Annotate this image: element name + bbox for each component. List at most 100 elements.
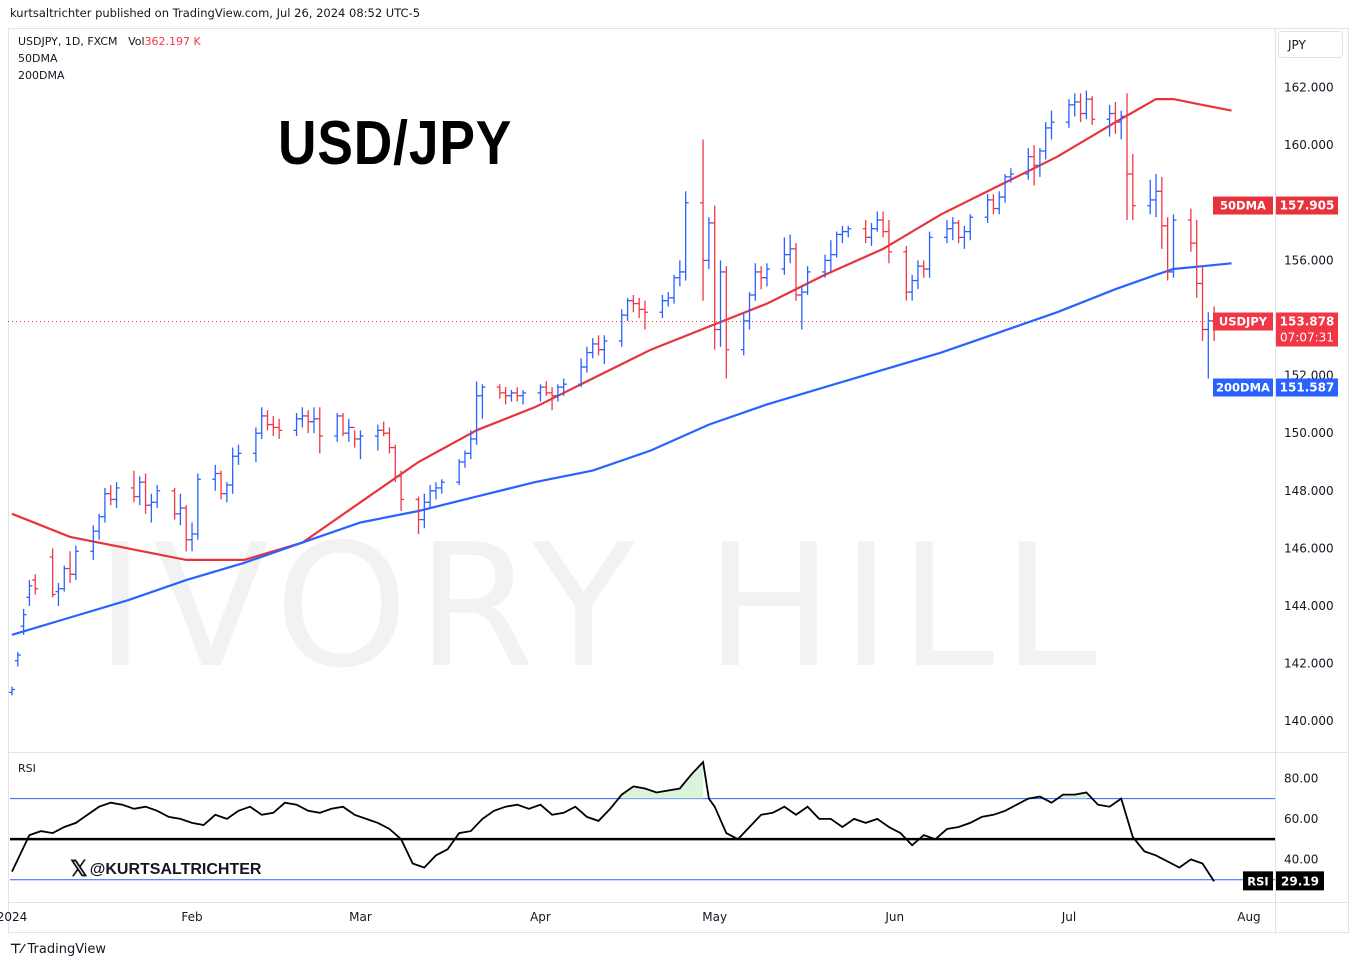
- rsi-name-tag: [1243, 871, 1273, 891]
- time-tick-label: Feb: [181, 910, 202, 924]
- ohlc-bar: [392, 444, 399, 483]
- ohlc-bar: [909, 274, 916, 301]
- ohlc-bar: [386, 427, 393, 454]
- ohlc-bar: [758, 266, 765, 290]
- ohlc-bar: [1025, 148, 1032, 180]
- ohlc-bar: [560, 378, 567, 396]
- price-tick-label: 150.000: [1284, 426, 1334, 440]
- watermark-layer: IVORY HILL: [95, 508, 1097, 706]
- ohlc-bar: [537, 384, 544, 402]
- ma-name-tag: [1213, 196, 1273, 215]
- tradingview-logo-icon: ⊤⁄: [10, 941, 24, 956]
- ohlc-bar: [299, 407, 306, 428]
- ohlc-bar: [682, 191, 689, 281]
- ma-value-tag: [1276, 196, 1338, 215]
- ohlc-bar: [862, 220, 869, 244]
- ohlc-bar: [479, 384, 486, 419]
- ohlc-bar: [1089, 96, 1096, 126]
- volume-value: 362.197 K: [144, 35, 201, 48]
- rsi-overbought-fill: [621, 762, 704, 799]
- rsi-tick-label: 60.00: [1284, 812, 1318, 826]
- ohlc-bar: [967, 214, 974, 241]
- ohlc-bar: [380, 421, 387, 437]
- time-tick-label: Jun: [884, 910, 904, 924]
- ohlc-bar: [781, 237, 788, 275]
- ohlc-bar: [183, 505, 190, 552]
- ohlc-bar: [1164, 217, 1171, 281]
- ohlc-bar: [496, 384, 503, 399]
- ohlc-bar: [1147, 179, 1154, 215]
- ohlc-bar: [374, 424, 381, 451]
- ohlc-bar: [618, 309, 625, 347]
- volume-label: Vol: [128, 35, 145, 48]
- ohlc-bar: [438, 479, 445, 494]
- ohlc-bar: [839, 225, 846, 244]
- ohlc-bar: [154, 485, 161, 509]
- ohlc-bar: [421, 493, 428, 529]
- ohlc-bar: [880, 211, 887, 238]
- ohlc-bar: [148, 493, 155, 523]
- ohlc-bar: [700, 139, 707, 301]
- ohlc-bar: [543, 381, 550, 396]
- ohlc-bar: [961, 225, 968, 249]
- rsi-pane: RSI: [10, 760, 1275, 882]
- ohlc-bar: [1205, 312, 1212, 379]
- handle-text: @KURTSALTRICHTER: [89, 861, 262, 878]
- ohlc-bar: [926, 231, 933, 278]
- ohlc-bar: [1007, 168, 1014, 183]
- ohlc-bar: [432, 482, 439, 500]
- ohlc-bar: [508, 390, 515, 402]
- twitter-handle: 𝕏 @KURTSALTRICHTER: [70, 856, 261, 882]
- ohlc-bar: [1083, 90, 1090, 120]
- price-tick-label: 160.000: [1284, 138, 1334, 152]
- rsi-line: [11, 760, 1215, 882]
- ohlc-bar: [1042, 122, 1049, 160]
- ohlc-bar: [1112, 102, 1119, 134]
- currency-box: [1278, 31, 1343, 58]
- ohlc-bar: [885, 220, 892, 264]
- ohlc-bar: [252, 427, 259, 462]
- ohlc-bar: [456, 459, 463, 486]
- ohlc-bar: [1065, 99, 1072, 128]
- ohlc-bar: [804, 266, 811, 295]
- ohlc-bar: [763, 263, 770, 287]
- ohlc-bar: [26, 580, 33, 606]
- axis-layer: JPY162.000160.000156.000152.000150.00014…: [0, 31, 1343, 924]
- ohlc-bar: [189, 522, 196, 552]
- ohlc-bar: [659, 294, 666, 318]
- ohlc-bar: [340, 413, 347, 437]
- ohlc-bar: [711, 205, 718, 350]
- ohlc-bar: [473, 381, 480, 445]
- ohlc-bar: [9, 686, 15, 696]
- ohlc-bar: [316, 407, 323, 454]
- ohlc-bar: [1106, 104, 1113, 137]
- ohlc-bar: [1071, 93, 1078, 117]
- ohlc-bar: [72, 545, 79, 581]
- ma-line-50dma: [11, 97, 1232, 562]
- rsi-title: RSI: [18, 762, 36, 775]
- ohlc-bar: [1048, 110, 1055, 140]
- ohlc-bar: [740, 312, 747, 356]
- symbol-line: USDJPY, 1D, FXCM: [18, 35, 118, 48]
- ohlc-bar: [833, 231, 840, 258]
- ma-value-tag: [1276, 378, 1338, 397]
- ohlc-bar: [1153, 174, 1160, 218]
- rsi-value-tag: [1276, 871, 1324, 891]
- price-tick-label: 142.000: [1284, 657, 1334, 671]
- ohlc-bar: [223, 482, 230, 503]
- ohlc-bar: [1124, 93, 1131, 221]
- ohlc-bar: [717, 260, 724, 347]
- price-pane: [8, 90, 1275, 696]
- tradingview-footer[interactable]: ⊤⁄ TradingView: [10, 941, 106, 957]
- ohlc-bar: [357, 430, 364, 460]
- ohlc-bar: [293, 413, 300, 437]
- ohlc-bar: [96, 513, 103, 540]
- ohlc-bar: [1170, 214, 1177, 278]
- ohlc-bar: [514, 387, 521, 402]
- ohlc-bar: [990, 194, 997, 215]
- ohlc-bar: [107, 485, 114, 506]
- price-tick-label: 140.000: [1284, 714, 1334, 728]
- last-price-name-tag: [1213, 312, 1273, 331]
- time-tick-label: 2024: [0, 910, 27, 924]
- ohlc-bar: [845, 225, 852, 238]
